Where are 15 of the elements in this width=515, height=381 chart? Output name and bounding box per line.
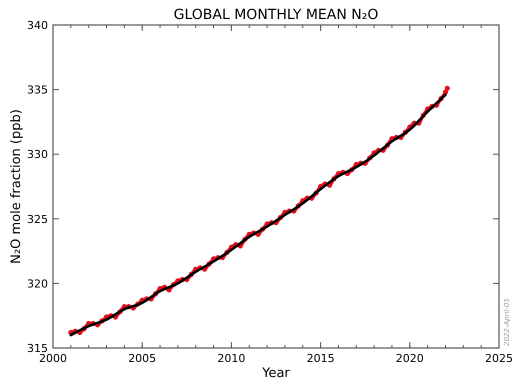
x-tick-label: 2010 xyxy=(217,352,246,365)
x-axis-title: Year xyxy=(261,366,290,381)
y-axis-title: N₂O mole fraction (ppb) xyxy=(9,109,24,264)
y-tick-label: 320 xyxy=(27,277,48,290)
chart-title: GLOBAL MONTHLY MEAN N₂O xyxy=(174,7,378,23)
x-tick-label: 2005 xyxy=(128,352,156,365)
x-tick-label: 2025 xyxy=(485,352,513,365)
y-tick-label: 340 xyxy=(27,19,48,32)
y-tick-label: 335 xyxy=(27,84,48,97)
y-tick-label: 325 xyxy=(27,212,48,226)
x-tick-label: 2020 xyxy=(396,352,424,365)
x-tick-label: 2000 xyxy=(39,352,67,365)
x-tick-label: 2015 xyxy=(306,352,335,365)
y-tick-label: 330 xyxy=(27,148,48,162)
y-tick-label: 315 xyxy=(27,342,48,355)
